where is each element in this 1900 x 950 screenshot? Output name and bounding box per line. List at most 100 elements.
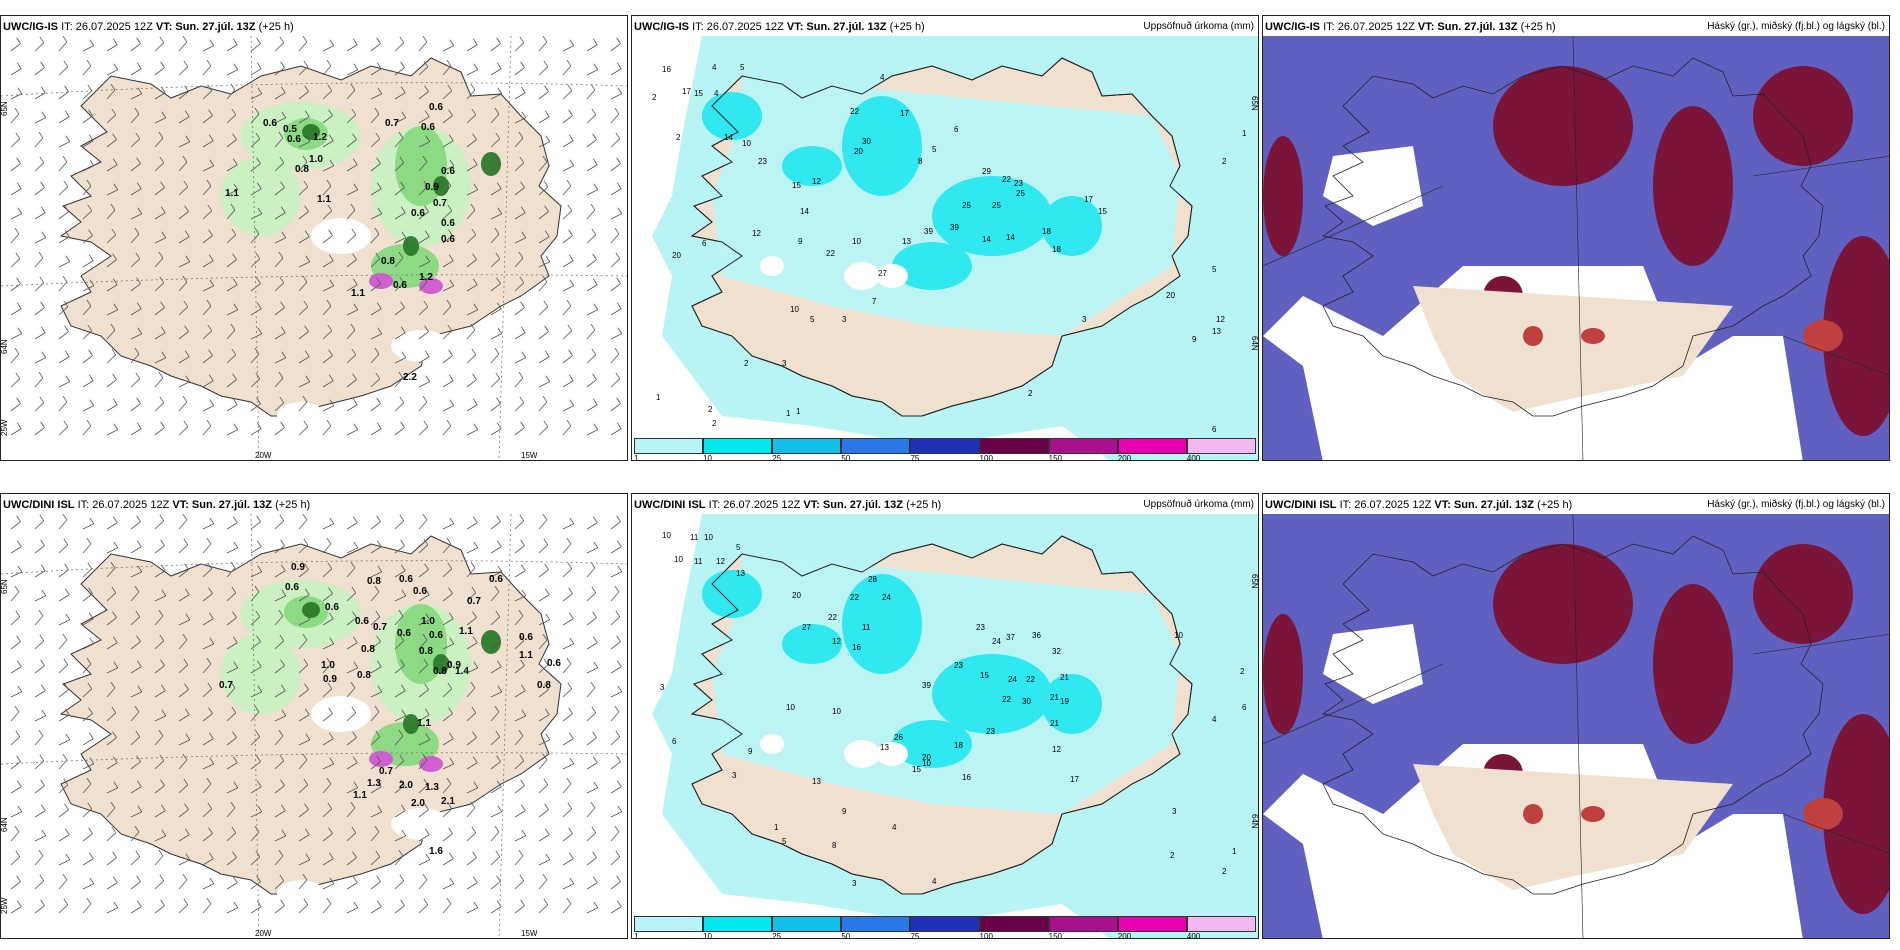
valid-time: Sun. 27.júl. 13Z [806,21,887,33]
precip-area [433,176,449,196]
colorbar-label: 100 [979,932,993,939]
value-label: 11 [862,623,871,632]
value-label: 15 [912,765,921,774]
value-label: 0.7 [433,198,447,209]
value-label: 14 [1006,233,1015,242]
value-label: 4 [714,89,719,98]
valid-time: Sun. 27.júl. 13Z [191,499,272,511]
value-label: 3 [842,315,847,324]
high-cloud [1653,106,1733,266]
value-label: 12 [1216,315,1225,324]
value-label: 5 [810,315,815,324]
precip-core [892,242,972,290]
value-label: 12 [1052,745,1061,754]
colorbar-swatch [634,438,704,454]
value-label: 2.0 [399,780,413,791]
value-label: 28 [868,575,877,584]
value-label: 2 [708,405,713,414]
model-name: UWC/IG-IS [3,21,58,33]
valid-label: VT: [172,499,189,511]
lat-label: 25W [1,419,9,436]
value-label: 15 [980,671,989,680]
value-label: 12 [752,229,761,238]
value-label: 20 [672,251,681,260]
mid-cloud [1263,514,1889,938]
valid-label: VT: [1417,21,1435,33]
glacier [277,880,325,908]
value-label: 2 [652,93,657,102]
lat-label: 64N [1,339,9,354]
value-label: 2 [1222,867,1227,876]
value-label: 0.6 [519,632,533,643]
lead-time: (+25 h) [1520,21,1556,33]
colorbar-label: 400 [1186,454,1201,461]
valid-label: VT: [803,499,820,511]
value-label: 1 [796,407,801,416]
lon-label: 15W [521,451,538,460]
value-label: 20 [1166,291,1175,300]
value-labels: 0.90.8 0.60.60.70.60.60.60.60.70.6 0.61.01… [219,562,561,857]
panel-header: UWC/IG-IS IT: 26.07.2025 12Z VT: Sun. 27… [3,20,623,34]
value-label: 5 [782,837,787,846]
value-label: 1.3 [367,778,381,789]
value-label: 14 [724,133,733,142]
value-label: 13 [736,569,745,578]
value-label: 14 [982,235,991,244]
value-label: 18 [954,741,963,750]
glacier [311,218,371,254]
value-label: 6 [1212,425,1217,434]
value-label: 23 [1014,179,1023,188]
value-label: 9 [842,807,847,816]
value-label: 39 [922,681,931,690]
glacier [876,742,908,766]
value-label: 1 [1232,847,1237,856]
value-label: 39 [950,223,959,232]
value-label: 23 [758,157,767,166]
colorbar-label: 100 [979,454,993,461]
lead-time: (+25 h) [258,21,294,33]
colorbar-label: 50 [841,454,851,461]
value-label: 3 [1172,807,1177,816]
map-panel-p6: UWC/DINI ISL IT: 26.07.2025 12Z VT: Sun.… [1262,493,1890,939]
value-label: 1.1 [317,194,331,205]
value-label: 7 [872,297,877,306]
value-label: 0.6 [287,134,301,145]
value-label: 22 [1002,695,1011,704]
value-label: 6 [672,737,677,746]
value-label: 21 [1050,693,1059,702]
value-label: 0.6 [441,234,455,245]
value-label: 0.8 [419,646,433,657]
value-label: 23 [976,623,985,632]
value-label: 4 [712,63,717,72]
value-label: 10 [852,237,861,246]
map-panel-p2: UWC/IG-IS IT: 26.07.2025 12Z VT: Sun. 27… [631,15,1259,461]
colorbar-swatch [772,438,842,454]
value-label: 2 [1240,667,1245,676]
value-label: 0.6 [429,630,443,641]
lat-label: 64N [1,817,9,832]
colorbar-swatch [1048,916,1118,932]
value-label: 10 [922,759,931,768]
map-canvas [1263,514,1889,938]
value-label: 1.1 [417,718,431,729]
wind-barbs [10,36,623,436]
value-label: 25 [1016,189,1025,198]
map-panel-p3: UWC/IG-IS IT: 26.07.2025 12Z VT: Sun. 27… [1262,15,1890,461]
precip-core [932,176,1052,256]
value-label: 9 [1192,335,1197,344]
high-cloud [1753,544,1853,644]
value-label: 0.6 [355,616,369,627]
value-label: 0.7 [379,766,393,777]
value-label: 22 [1002,175,1011,184]
panel-header: UWC/DINI ISL IT: 26.07.2025 12Z VT: Sun.… [1265,498,1885,512]
value-label: 0.6 [285,582,299,593]
mid-cloud [1263,336,1323,460]
lon-label: 15W [521,929,538,938]
value-label: 1.0 [421,616,435,627]
high-cloud [1823,236,1889,436]
value-label: 0.8 [357,670,371,681]
value-label: 0.7 [219,680,233,691]
colorbar-label: 25 [772,932,782,939]
